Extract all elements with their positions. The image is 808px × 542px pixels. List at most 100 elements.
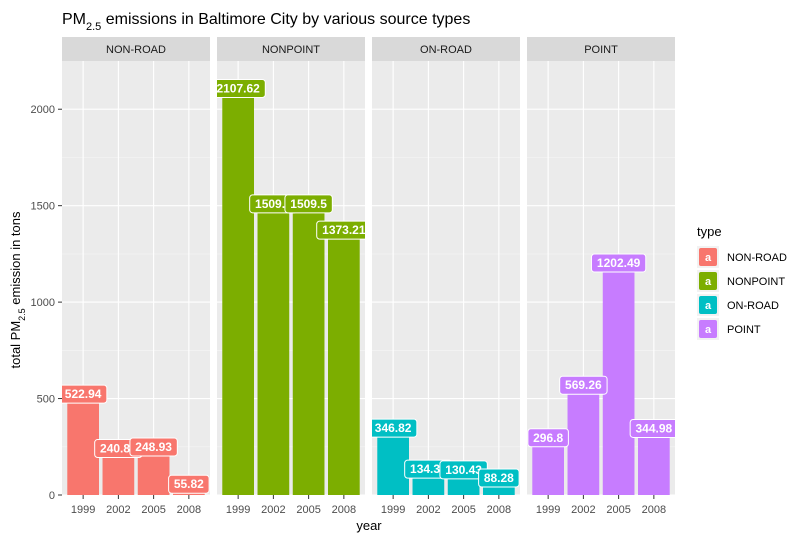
x-tick-label: 2008 <box>487 504 511 516</box>
x-tick-label: 1999 <box>71 504 95 516</box>
y-tick-label: 500 <box>37 394 55 406</box>
data-label-text: 1373.21 <box>322 223 366 237</box>
data-label-text: 1509.5 <box>255 197 292 211</box>
data-label-box <box>527 428 569 448</box>
legend: type a NON-ROAD a NONPOINT a ON-ROAD a POINT <box>697 224 787 340</box>
data-label: 346.82 <box>372 418 418 438</box>
x-tick-label: 1999 <box>226 504 250 516</box>
y-tick-label: 0 <box>49 490 55 502</box>
legend-label: NON-ROAD <box>727 252 787 264</box>
y-axis-title-subscript: 2.5 <box>17 308 27 321</box>
y-tick-label: 1000 <box>31 297 55 309</box>
data-label-box <box>129 437 178 457</box>
data-label: 55.82 <box>168 474 210 494</box>
data-label-text: 344.98 <box>636 421 673 435</box>
y-tick-label: 1500 <box>31 201 55 213</box>
bar <box>567 385 600 495</box>
data-label: 1509.5 <box>284 194 333 214</box>
data-label-text: 1509.5 <box>290 197 327 211</box>
data-label-text: 240.85 <box>100 442 137 456</box>
x-tick-label: 1999 <box>381 504 405 516</box>
bar <box>638 428 670 495</box>
bar <box>328 230 360 495</box>
legend-label: ON-ROAD <box>727 300 779 312</box>
data-label-text: 55.82 <box>174 477 204 491</box>
legend-key <box>699 320 717 338</box>
facet-strip <box>62 37 210 61</box>
facet-strip-label: POINT <box>584 44 618 56</box>
bar <box>257 203 290 495</box>
x-tick-label: 2005 <box>141 504 165 516</box>
x-tick-label: 2005 <box>451 504 475 516</box>
x-tick-label: 2008 <box>177 504 201 516</box>
y-axis: 0 500 1000 1500 2000 <box>31 104 62 502</box>
facet-strip <box>372 37 520 61</box>
data-label: 2107.62 <box>216 78 266 98</box>
data-label-text: 1202.49 <box>597 256 641 270</box>
data-label: 248.93 <box>129 437 178 457</box>
bar <box>602 263 635 495</box>
data-label-box <box>478 468 520 488</box>
legend-key-glyph: a <box>705 276 712 288</box>
facet-strip-label: NON-ROAD <box>106 44 166 56</box>
data-label-box <box>62 384 108 404</box>
data-label-text: 2107.62 <box>216 81 260 95</box>
data-label-box <box>316 220 365 240</box>
facet-strip-label: NONPOINT <box>262 44 320 56</box>
data-label-box <box>372 418 418 438</box>
data-label: 296.8 <box>527 428 569 448</box>
chart-title-suffix: emissions in Baltimore City by various s… <box>101 11 470 28</box>
x-tick-label: 2005 <box>606 504 630 516</box>
bar <box>292 203 325 495</box>
data-label-text: 88.28 <box>484 471 514 485</box>
legend-label: POINT <box>727 324 761 336</box>
x-tick-label: 2002 <box>416 504 440 516</box>
legend-label: NONPOINT <box>727 276 785 288</box>
data-label-text: 569.26 <box>565 378 602 392</box>
data-label-box <box>559 375 608 395</box>
chart-title-subscript: 2.5 <box>86 21 101 33</box>
chart-title: PM2.5 emissions in Baltimore City by var… <box>62 11 470 33</box>
x-tick-label: 2005 <box>296 504 320 516</box>
data-label-text: 346.82 <box>375 421 412 435</box>
data-label-text: 130.43 <box>445 463 482 477</box>
legend-key-glyph: a <box>705 324 712 336</box>
data-label: 88.28 <box>478 468 520 488</box>
x-tick-label: 2002 <box>106 504 130 516</box>
facet-strip-label: ON-ROAD <box>420 44 472 56</box>
legend-key-glyph: a <box>705 300 712 312</box>
data-label: 1202.49 <box>590 253 647 273</box>
data-label: 569.26 <box>559 375 608 395</box>
x-tick-label: 2002 <box>261 504 285 516</box>
data-label: 344.98 <box>629 418 675 438</box>
bar <box>532 437 564 495</box>
x-tick-label: 2002 <box>571 504 595 516</box>
y-tick-label: 2000 <box>31 104 55 116</box>
facet-strip <box>217 37 365 61</box>
legend-key <box>699 248 717 266</box>
x-tick-label: 2008 <box>332 504 356 516</box>
bar-group: 296.8 569.26 1202.49 344.98 <box>527 253 675 495</box>
bar <box>222 88 254 495</box>
data-label-box <box>168 474 210 494</box>
legend-item: a NON-ROAD <box>697 246 787 268</box>
legend-key <box>699 272 717 290</box>
legend-item: a NONPOINT <box>697 270 785 292</box>
data-label: 130.43 <box>439 460 488 480</box>
data-label-text: 134.31 <box>410 462 447 476</box>
bar <box>67 394 99 495</box>
y-axis-title-suffix: emission in tons <box>8 211 23 308</box>
x-tick-label: 2008 <box>642 504 666 516</box>
legend-item: a ON-ROAD <box>697 294 779 316</box>
data-label: 522.94 <box>62 384 108 404</box>
chart-title-prefix: PM <box>62 11 86 28</box>
bar <box>377 428 409 495</box>
data-label-box <box>217 78 266 98</box>
data-label-text: 522.94 <box>65 387 102 401</box>
